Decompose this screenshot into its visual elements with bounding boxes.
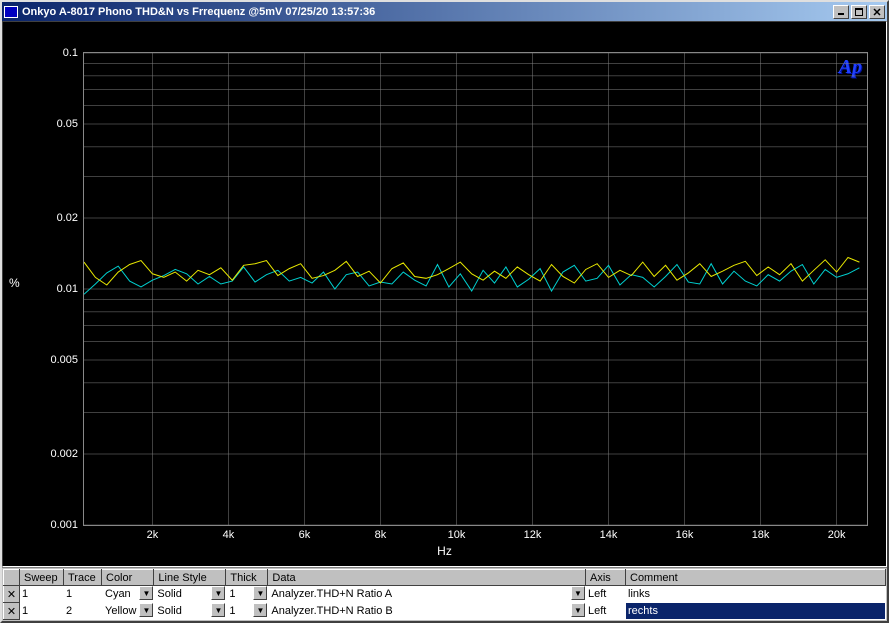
- cell-sweep[interactable]: 1: [20, 586, 64, 603]
- dropdown-icon[interactable]: ▼: [139, 603, 153, 617]
- x-tick-label: 14k: [600, 525, 618, 541]
- col-header[interactable]: Thick: [226, 570, 268, 586]
- cell-color[interactable]: Cyan▼: [102, 586, 154, 603]
- close-button[interactable]: [869, 5, 885, 19]
- trace-table[interactable]: SweepTraceColorLine StyleThickDataAxisCo…: [3, 569, 886, 620]
- app-window: Onkyo A-8017 Phono THD&N vs Frrequenz @5…: [0, 0, 889, 623]
- cell-axis[interactable]: Left: [586, 586, 626, 603]
- cell-trace[interactable]: 1: [64, 586, 102, 603]
- legend-swatch[interactable]: [4, 570, 20, 586]
- cell-data[interactable]: Analyzer.THD+N Ratio B▼: [268, 603, 586, 620]
- col-header[interactable]: Comment: [626, 570, 886, 586]
- y-tick-label: 0.001: [50, 519, 84, 531]
- col-header[interactable]: Trace: [64, 570, 102, 586]
- x-tick-label: 10k: [448, 525, 466, 541]
- dropdown-icon[interactable]: ▼: [253, 603, 267, 617]
- col-header[interactable]: Color: [102, 570, 154, 586]
- cell-linestyle[interactable]: Solid▼: [154, 603, 226, 620]
- cell-trace[interactable]: 2: [64, 603, 102, 620]
- maximize-button[interactable]: [851, 5, 867, 19]
- cell-comment[interactable]: links: [626, 586, 886, 603]
- x-tick-label: 20k: [828, 525, 846, 541]
- y-tick-label: 0.05: [57, 118, 84, 130]
- dropdown-icon[interactable]: ▼: [571, 586, 585, 600]
- cell-thick[interactable]: 1▼: [226, 586, 268, 603]
- y-axis-label: %: [9, 276, 20, 290]
- x-tick-label: 12k: [524, 525, 542, 541]
- x-axis-label: Hz: [437, 544, 452, 558]
- col-header[interactable]: Sweep: [20, 570, 64, 586]
- x-tick-label: 18k: [752, 525, 770, 541]
- cell-thick[interactable]: 1▼: [226, 603, 268, 620]
- x-tick-label: 8k: [375, 525, 387, 541]
- y-tick-label: 0.1: [63, 47, 84, 59]
- delete-row-button[interactable]: ✕: [4, 586, 20, 603]
- col-header[interactable]: Data: [268, 570, 586, 586]
- cell-data[interactable]: Analyzer.THD+N Ratio A▼: [268, 586, 586, 603]
- cell-sweep[interactable]: 1: [20, 603, 64, 620]
- app-icon: [4, 6, 18, 18]
- series-B: [84, 257, 859, 284]
- trace-row[interactable]: ✕12Yellow▼Solid▼1▼Analyzer.THD+N Ratio B…: [4, 603, 886, 620]
- y-tick-label: 0.02: [57, 212, 84, 224]
- y-tick-label: 0.01: [57, 283, 84, 295]
- window-title: Onkyo A-8017 Phono THD&N vs Frrequenz @5…: [22, 6, 831, 18]
- x-tick-label: 16k: [676, 525, 694, 541]
- y-tick-label: 0.005: [50, 354, 84, 366]
- chart-area[interactable]: % Ap 0.10.050.020.010.0050.0020.0012k4k6…: [2, 21, 887, 567]
- trace-panel: SweepTraceColorLine StyleThickDataAxisCo…: [2, 567, 887, 621]
- minimize-button[interactable]: [833, 5, 849, 19]
- series-A: [84, 264, 859, 295]
- dropdown-icon[interactable]: ▼: [211, 586, 225, 600]
- x-tick-label: 6k: [299, 525, 311, 541]
- dropdown-icon[interactable]: ▼: [571, 603, 585, 617]
- cell-color[interactable]: Yellow▼: [102, 603, 154, 620]
- titlebar[interactable]: Onkyo A-8017 Phono THD&N vs Frrequenz @5…: [2, 2, 887, 21]
- cell-comment[interactable]: rechts: [626, 603, 886, 620]
- x-tick-label: 2k: [147, 525, 159, 541]
- trace-row[interactable]: ✕11Cyan▼Solid▼1▼Analyzer.THD+N Ratio A▼L…: [4, 586, 886, 603]
- dropdown-icon[interactable]: ▼: [211, 603, 225, 617]
- dropdown-icon[interactable]: ▼: [139, 586, 153, 600]
- plot-canvas[interactable]: 0.10.050.020.010.0050.0020.0012k4k6k8k10…: [83, 52, 868, 526]
- cell-linestyle[interactable]: Solid▼: [154, 586, 226, 603]
- col-header[interactable]: Line Style: [154, 570, 226, 586]
- delete-row-button[interactable]: ✕: [4, 603, 20, 620]
- y-tick-label: 0.002: [50, 448, 84, 460]
- cell-axis[interactable]: Left: [586, 603, 626, 620]
- col-header[interactable]: Axis: [586, 570, 626, 586]
- x-tick-label: 4k: [223, 525, 235, 541]
- dropdown-icon[interactable]: ▼: [253, 586, 267, 600]
